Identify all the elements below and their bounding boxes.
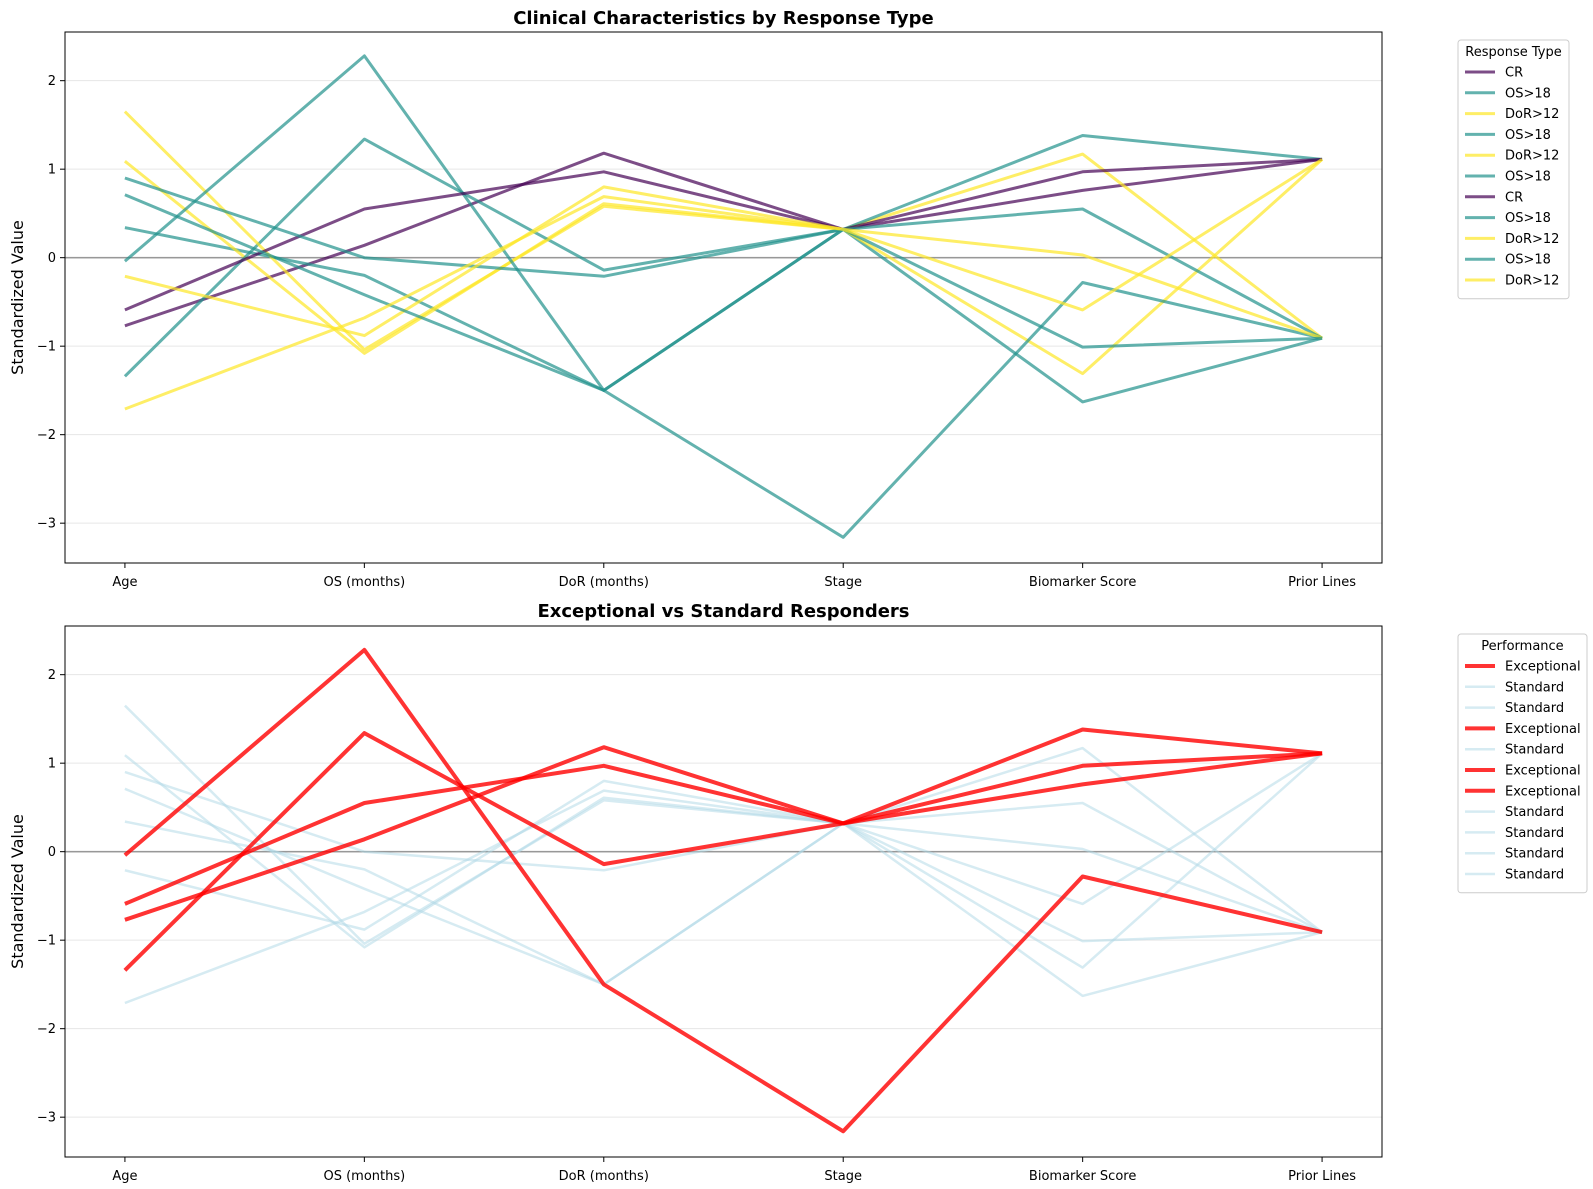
series-line	[123, 647, 1323, 1134]
y-tick-label: 0	[48, 845, 56, 860]
legend-entry: Standard	[1505, 680, 1564, 695]
x-tick-label: Prior Lines	[1288, 575, 1356, 590]
legend-entry: DoR>12	[1505, 232, 1559, 247]
plot-frame	[64, 31, 1383, 564]
series-line	[124, 779, 1323, 934]
y-tick-label: 2	[48, 74, 56, 89]
series-line	[124, 151, 1323, 328]
legend-entry: Standard	[1505, 826, 1564, 841]
series-line	[124, 752, 1323, 1005]
legend-entry: Standard	[1505, 805, 1564, 820]
legend-entry: DoR>12	[1505, 107, 1559, 122]
x-tick-label: OS (months)	[323, 1169, 405, 1184]
plot-frame	[64, 625, 1383, 1158]
y-tick-label: 1	[48, 757, 56, 772]
x-tick-label: Stage	[824, 1169, 862, 1184]
legend-entry: Exceptional	[1505, 784, 1581, 799]
x-tick-label: Biomarker Score	[1029, 1169, 1136, 1184]
legend-entry: Standard	[1505, 868, 1564, 883]
legend-entry: OS>18	[1505, 211, 1551, 226]
parallel-coordinates-chart-exceptional-vs-standard: 2 1 0 −1 −2 −3 Age OS (months) DoR (months) Stage…	[8, 601, 1588, 1184]
x-tick-label: DoR (months)	[559, 1169, 649, 1184]
parallel-coordinates-chart-response-type: 2 1 0 −1 −2 −3 Age OS (months) DoR (months) Stage…	[8, 8, 1570, 590]
legend-entry: CR	[1505, 190, 1523, 205]
y-tick-label: −1	[37, 340, 56, 355]
series-line	[123, 134, 1323, 378]
legend-box	[1457, 39, 1570, 300]
legend-entry: Exceptional	[1505, 660, 1581, 675]
legend-entry: DoR>12	[1505, 149, 1559, 164]
x-tick-label: Age	[112, 575, 137, 590]
legend-entry: Exceptional	[1505, 764, 1581, 779]
legend: Performance Exceptional Standard Standard Ex…	[1457, 633, 1588, 894]
series-line	[124, 193, 1323, 392]
legend-entry: OS>18	[1505, 253, 1551, 268]
legend-entry: CR	[1505, 66, 1523, 81]
legend-entry: OS>18	[1505, 86, 1551, 101]
legend: Response Type CR OS>18 DoR>12 OS>18 DoR>12 OS>…	[1457, 39, 1570, 300]
legend-entry: Standard	[1505, 743, 1564, 758]
chart-title: Exceptional vs Standard Responders	[537, 601, 909, 622]
series-line	[124, 787, 1323, 986]
series-line	[123, 727, 1323, 972]
x-tick-label: Age	[112, 1169, 137, 1184]
series-line	[123, 54, 1323, 539]
x-tick-label: DoR (months)	[559, 575, 649, 590]
y-axis-label: Standardized Value	[8, 814, 27, 969]
legend-entry: OS>18	[1505, 170, 1551, 185]
x-tick-label: OS (months)	[323, 575, 405, 590]
series-line	[124, 745, 1323, 922]
y-tick-label: −2	[37, 428, 56, 443]
x-tick-label: Stage	[824, 575, 862, 590]
y-tick-label: 1	[48, 163, 56, 178]
y-tick-label: −3	[37, 517, 56, 532]
y-tick-label: −1	[37, 934, 56, 949]
series-line	[124, 704, 1323, 969]
y-axis-label: Standardized Value	[8, 220, 27, 375]
y-tick-label: 2	[48, 668, 56, 683]
legend-entry: Standard	[1505, 701, 1564, 716]
y-tick-label: 0	[48, 251, 56, 266]
legend-entry: Standard	[1505, 847, 1564, 862]
legend-title: Performance	[1481, 639, 1563, 654]
series-line	[123, 110, 1324, 376]
series-line	[124, 176, 1323, 340]
x-tick-label: Biomarker Score	[1029, 575, 1136, 590]
legend-box	[1457, 633, 1588, 894]
legend-entry: Exceptional	[1505, 722, 1581, 737]
y-tick-label: −2	[37, 1022, 56, 1037]
x-tick-label: Prior Lines	[1288, 1169, 1356, 1184]
series-line	[124, 185, 1323, 340]
legend-entry: OS>18	[1505, 128, 1551, 143]
chart-title: Clinical Characteristics by Response Typ…	[513, 8, 934, 29]
legend-title: Response Type	[1465, 45, 1561, 60]
y-tick-label: −3	[37, 1111, 56, 1126]
series-line	[124, 751, 1323, 906]
series-line	[124, 157, 1323, 312]
series-line	[124, 158, 1323, 411]
legend-entry: DoR>12	[1505, 274, 1559, 289]
series-line	[124, 770, 1323, 934]
